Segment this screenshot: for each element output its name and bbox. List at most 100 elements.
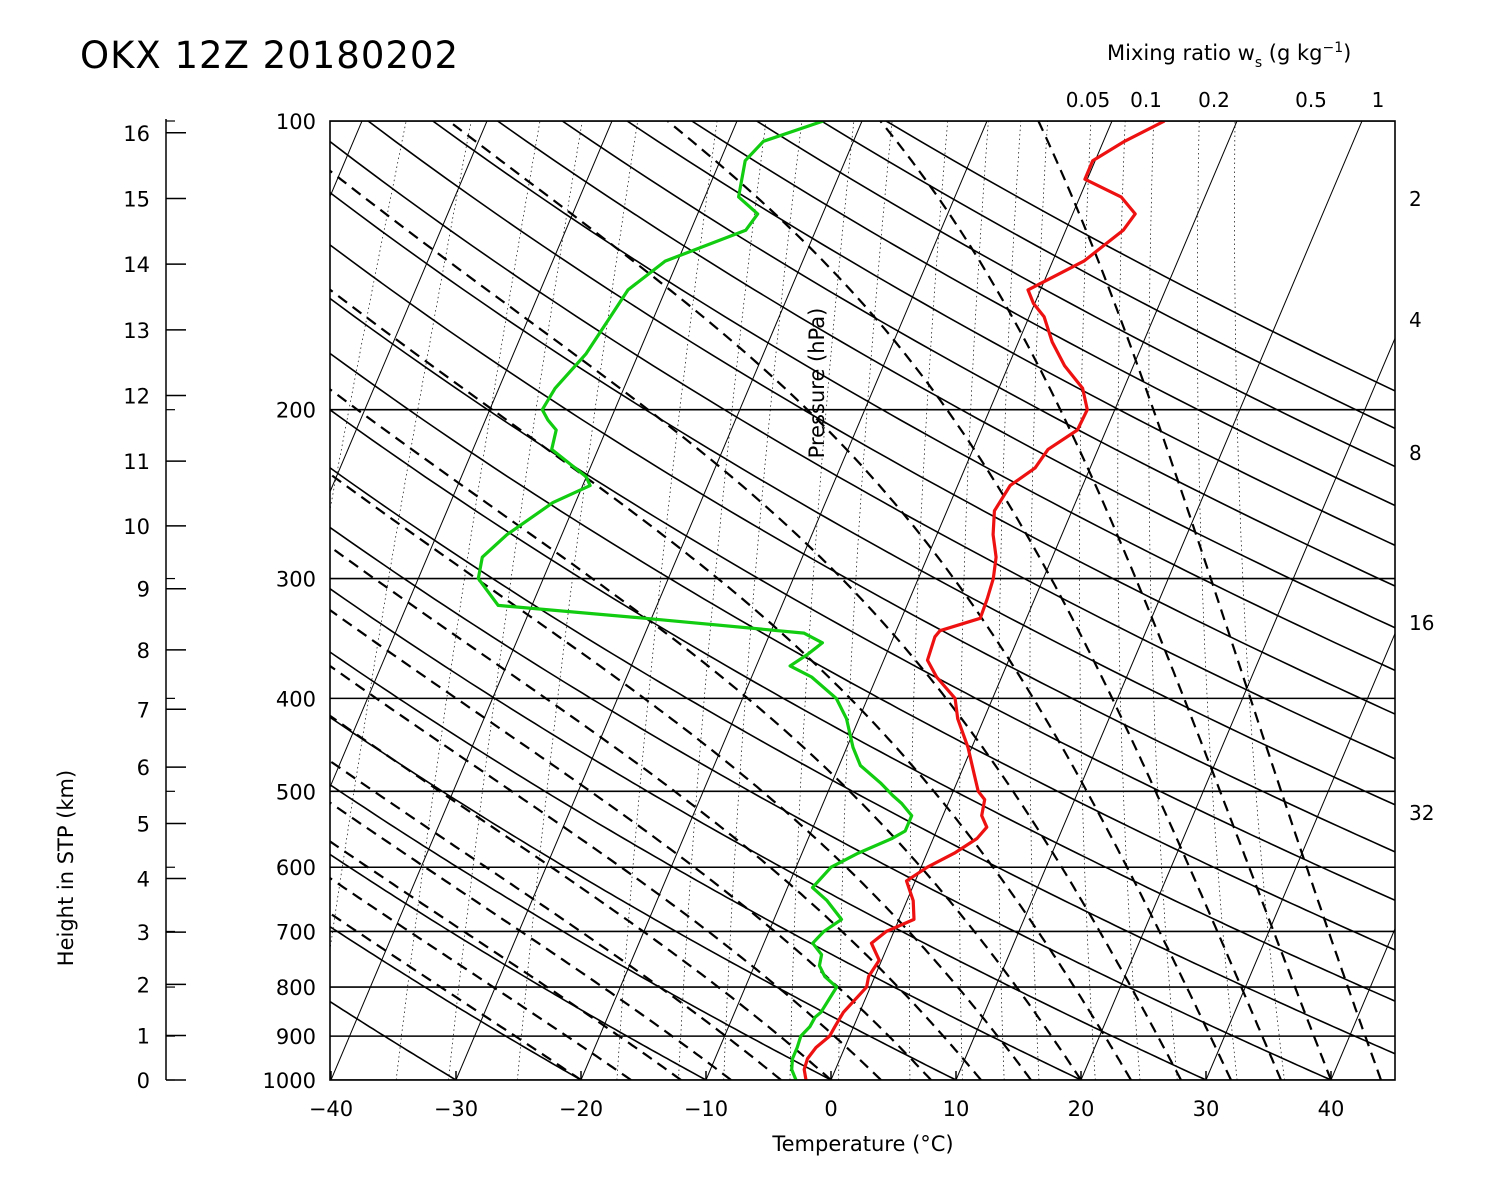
height-tick-label: 11 — [123, 450, 150, 474]
mixing-ratio-line — [997, 121, 1022, 1080]
height-tick-label: 4 — [137, 867, 150, 891]
dry-adiabat-line — [691, 121, 1395, 507]
pressure-tick-label: 400 — [276, 687, 316, 711]
moist-adiabat-line — [330, 608, 932, 1080]
moist-adiabat-line — [666, 121, 1283, 1080]
dry-adiabat-line — [330, 526, 1332, 1080]
mixing-ratio-line — [1117, 121, 1141, 1080]
mixing-ratio-top-label: 1 — [1372, 88, 1385, 112]
height-tick-label: 7 — [137, 698, 150, 722]
pressure-tick-label: 300 — [276, 568, 316, 592]
isotherm-line — [330, 121, 613, 789]
plot-border — [329, 120, 1396, 1081]
mixing-ratio-line — [959, 121, 989, 1080]
y-axis-label-height: Height in STP (km) — [54, 770, 78, 966]
plot-frame — [329, 120, 1396, 1081]
mixing-ratio-top-label: 0.5 — [1295, 88, 1327, 112]
isotherm-line — [330, 121, 488, 494]
isotherm-line — [705, 121, 1113, 1080]
mixing-ratio-side-label: 32 — [1409, 801, 1434, 825]
mixing-ratio-line — [330, 121, 472, 952]
moist-adiabat-line — [448, 121, 1232, 1080]
isotherm-line — [455, 121, 863, 1080]
isotherm-line — [830, 121, 1238, 1080]
mixing-ratio-side-label: 2 — [1409, 187, 1422, 211]
height-tick-label: 1 — [137, 1025, 150, 1049]
x-tick-label: 30 — [1193, 1097, 1220, 1121]
height-tick-label: 9 — [137, 578, 150, 602]
moist-adiabat-line — [330, 169, 1182, 1080]
pressure-tick-label: 100 — [276, 110, 316, 134]
mixing-ratio-top-label: 0.2 — [1198, 88, 1230, 112]
height-tick-label: 0 — [137, 1069, 150, 1093]
moist-adiabat-line — [330, 714, 832, 1080]
isotherm-line — [1456, 121, 1500, 1080]
pressure-tick-label: 800 — [276, 976, 316, 1000]
mixing-ratio-top-label: 0.05 — [1066, 88, 1111, 112]
chart-title: OKX 12Z 20180202 — [80, 34, 459, 77]
dry-adiabat-line — [497, 121, 1395, 629]
mixing-ratio-side-label: 16 — [1409, 611, 1434, 635]
mixing-ratio-line — [789, 121, 855, 1080]
mixing-ratio-line — [395, 121, 541, 1080]
dry-adiabat-line — [626, 121, 1395, 547]
height-tick-label: 13 — [123, 319, 150, 343]
dry-adiabat-line — [330, 651, 1082, 1080]
moist-adiabat-line — [330, 759, 782, 1080]
isotherm-line — [0, 121, 237, 1080]
mixing-ratio-axis-label: Mixing ratio ws (g kg−1) — [1107, 40, 1351, 71]
dewpoint-profile — [476, 121, 914, 1080]
pressure-tick-label: 700 — [276, 920, 316, 944]
dry-adiabat-line — [330, 191, 1395, 806]
mixing-ratio-line — [678, 121, 767, 1080]
axis-ticks: −40 −30 −20 −10 0 10 20 30 401000900800700600500… — [123, 88, 1434, 1121]
isotherm-line — [580, 121, 988, 1080]
mixing-ratio-line — [330, 121, 407, 512]
x-tick-label: −10 — [684, 1097, 728, 1121]
mixing-ratio-line — [723, 121, 803, 1080]
moist-adiabat-line — [879, 121, 1333, 1080]
pressure-tick-label: 600 — [276, 856, 316, 880]
isotherm-line — [955, 121, 1363, 1080]
dry-adiabat-line — [330, 783, 832, 1080]
dry-adiabat-line — [330, 466, 1395, 1055]
height-tick-label: 15 — [123, 187, 150, 211]
mixing-ratio-line — [1029, 121, 1048, 1080]
x-tick-label: 40 — [1318, 1097, 1345, 1121]
height-tick-label: 14 — [123, 253, 150, 277]
y-axis-label-pressure: Pressure (hPa) — [805, 308, 829, 459]
height-tick-label: 5 — [137, 813, 150, 837]
isotherm-line — [330, 121, 738, 1080]
isotherm-line — [1080, 337, 1395, 1080]
mixing-ratio-line — [616, 121, 718, 1080]
dry-adiabat-line — [330, 243, 1395, 853]
dry-adiabat-line — [330, 140, 1395, 760]
pressure-tick-label: 900 — [276, 1025, 316, 1049]
dry-adiabat-line — [367, 121, 1395, 715]
moist-adiabat-line — [330, 472, 1032, 1080]
moist-adiabat-line — [330, 387, 1082, 1080]
dry-adiabat-line — [820, 121, 1395, 430]
x-tick-label: −30 — [434, 1097, 478, 1121]
mixing-ratio-line — [838, 121, 893, 1080]
mixing-ratio-line — [908, 121, 949, 1080]
height-tick-label: 10 — [123, 515, 150, 539]
height-tick-label: 8 — [137, 639, 150, 663]
dry-adiabat-line — [330, 587, 1207, 1080]
dry-adiabat-line — [330, 297, 1395, 902]
dry-adiabat-line — [330, 408, 1395, 1002]
x-tick-label: 20 — [1068, 1097, 1095, 1121]
dry-adiabat-line — [330, 1000, 457, 1080]
mixing-ratio-top-label: 0.1 — [1130, 88, 1162, 112]
height-tick-label: 2 — [137, 973, 150, 997]
mixing-ratio-line — [1079, 121, 1096, 1080]
temperature-profile — [802, 121, 1166, 1080]
reference-lines — [0, 121, 1500, 1080]
mixing-ratio-line — [1148, 121, 1178, 1080]
dry-adiabat-line — [756, 121, 1395, 468]
dry-adiabat-line — [330, 352, 1395, 951]
x-tick-label: −40 — [309, 1097, 353, 1121]
mixing-ratio-line — [1197, 121, 1238, 1080]
mixing-ratio-line — [1234, 121, 1285, 1080]
